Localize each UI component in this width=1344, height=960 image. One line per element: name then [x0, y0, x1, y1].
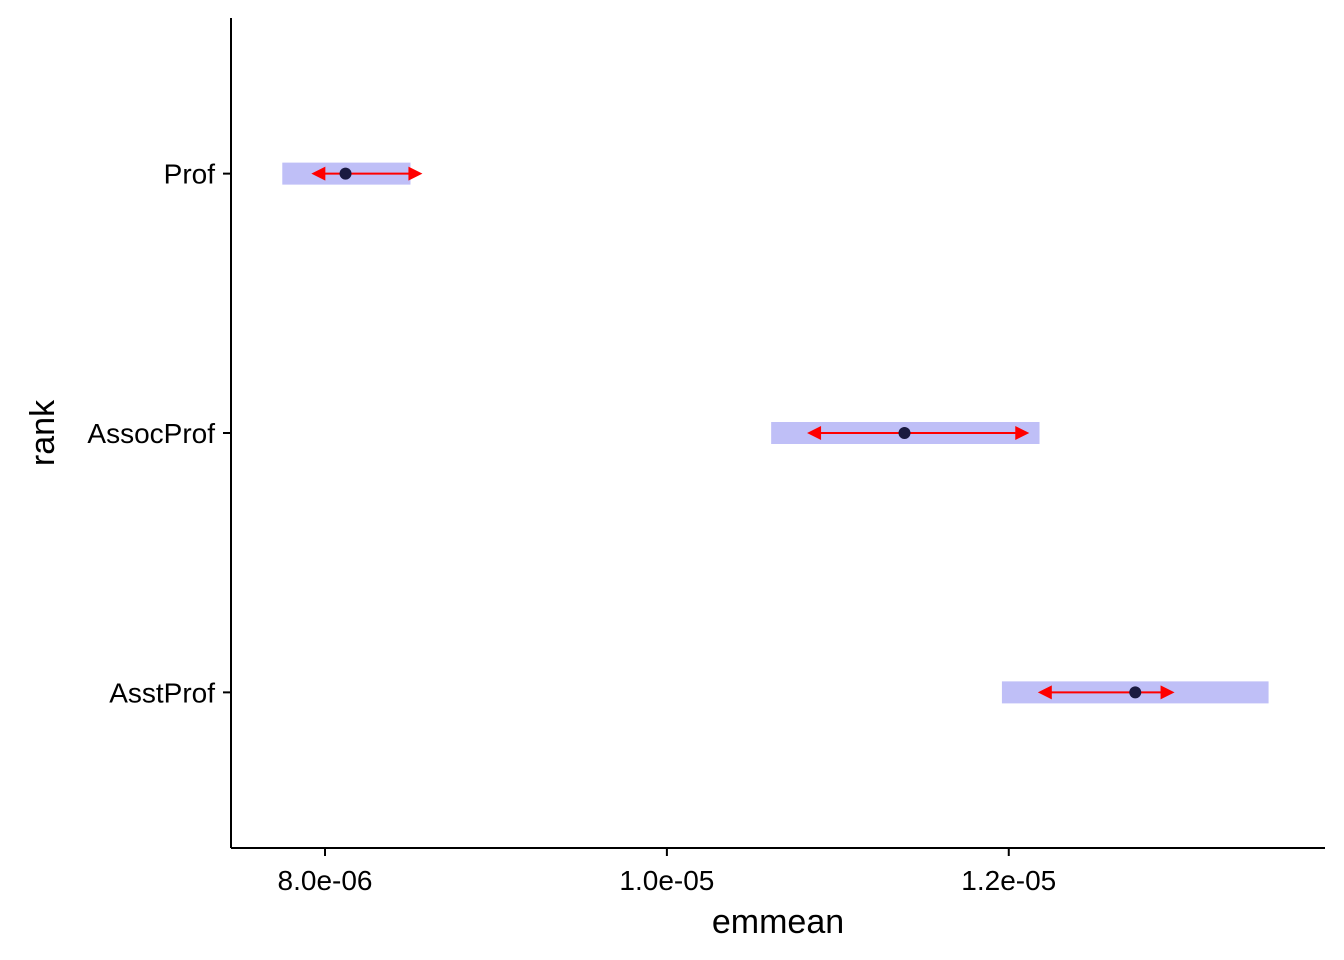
arrowhead-left-assocprof	[807, 426, 822, 440]
estimate-point-assocprof	[898, 427, 911, 439]
arrowhead-right-assocprof	[1015, 426, 1030, 440]
x-axis-title: emmean	[712, 903, 844, 941]
y-tick-label-prof: Prof	[164, 159, 216, 190]
arrowhead-left-prof	[311, 166, 326, 181]
y-ticks: Prof AssocProf AsstProf	[87, 159, 231, 708]
x-tick-label: 1.2e-05	[961, 865, 1056, 896]
arrowhead-left-asstprof	[1037, 685, 1052, 700]
confidence-bands	[282, 162, 1269, 704]
estimate-point-prof	[339, 167, 352, 180]
x-tick-label: 1.0e-05	[619, 865, 714, 896]
y-axis-title: rank	[24, 399, 62, 466]
estimate-points	[339, 167, 1142, 699]
arrowhead-right-asstprof	[1160, 685, 1175, 700]
x-ticks: 8.0e-06 1.0e-05 1.2e-05	[278, 848, 1056, 896]
arrowhead-right-prof	[408, 166, 423, 181]
y-tick-label-assocprof: AssocProf	[87, 418, 215, 449]
y-tick-label-asstprof: AsstProf	[109, 677, 215, 708]
x-tick-label: 8.0e-06	[278, 865, 373, 896]
estimate-point-asstprof	[1129, 686, 1142, 699]
comparison-arrows	[311, 166, 1175, 700]
